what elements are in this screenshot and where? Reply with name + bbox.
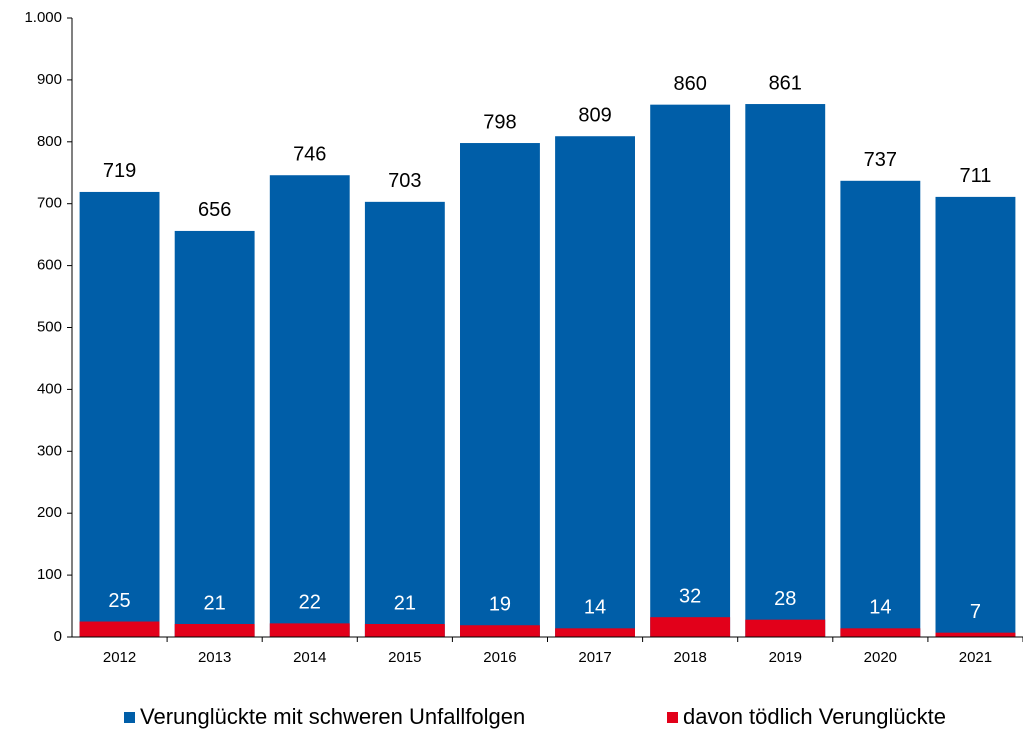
y-tick-label: 100	[37, 566, 62, 583]
data-label: 711	[960, 165, 992, 187]
data-label: 22	[299, 592, 321, 614]
bar	[650, 104, 731, 637]
data-label: 32	[679, 585, 701, 607]
bar	[555, 136, 635, 637]
legend-label: davon tödlich Verunglückte	[683, 704, 946, 729]
bar	[364, 201, 445, 637]
bar	[745, 619, 826, 637]
data-label: 703	[388, 170, 421, 192]
data-label: 21	[394, 592, 416, 614]
bar	[79, 621, 160, 637]
y-tick-label: 0	[54, 628, 62, 645]
bar	[79, 191, 160, 637]
bar	[935, 196, 1016, 638]
y-tick-label: 600	[37, 257, 62, 274]
y-tick-label: 1.000	[24, 9, 62, 26]
x-tick-label: 2019	[769, 649, 802, 666]
x-tick-label: 2015	[388, 649, 421, 666]
bar	[840, 180, 921, 637]
data-label: 14	[869, 597, 891, 619]
data-label: 860	[673, 73, 706, 95]
y-tick-label: 900	[37, 71, 62, 88]
bar	[174, 230, 255, 637]
data-label: 746	[293, 144, 326, 166]
bar	[935, 632, 1016, 637]
bar	[364, 624, 445, 637]
x-tick-label: 2017	[578, 649, 611, 666]
y-tick-label: 400	[37, 380, 62, 397]
data-label: 19	[489, 594, 511, 616]
y-tick-label: 500	[37, 318, 62, 335]
x-tick-label: 2018	[673, 649, 706, 666]
bar	[269, 623, 350, 637]
data-label: 656	[198, 199, 231, 221]
bar	[745, 104, 826, 637]
x-tick-label: 2012	[103, 649, 136, 666]
legend-swatch	[667, 712, 678, 723]
x-tick-label: 2020	[864, 649, 897, 666]
bar	[460, 625, 540, 637]
x-tick-label: 2013	[198, 649, 231, 666]
y-tick-label: 800	[37, 133, 62, 150]
x-tick-label: 2014	[293, 649, 326, 666]
legend-swatch	[124, 712, 135, 723]
data-label: 737	[864, 149, 897, 171]
bar	[460, 143, 540, 637]
data-label: 719	[103, 160, 136, 182]
bar	[555, 628, 635, 637]
data-label: 21	[204, 592, 226, 614]
y-tick-label: 200	[37, 504, 62, 521]
data-label: 7	[970, 601, 981, 623]
bar	[269, 175, 350, 637]
data-label: 861	[769, 72, 802, 94]
bar	[840, 628, 921, 637]
data-label: 25	[108, 590, 130, 612]
data-label: 28	[774, 588, 796, 610]
bar	[650, 617, 731, 637]
bar	[174, 624, 255, 637]
data-label: 809	[578, 105, 611, 127]
x-tick-label: 2021	[959, 649, 992, 666]
y-tick-label: 300	[37, 442, 62, 459]
data-label: 798	[483, 111, 516, 133]
x-tick-label: 2016	[483, 649, 516, 666]
legend-label: Verunglückte mit schweren Unfallfolgen	[140, 704, 525, 729]
y-tick-label: 700	[37, 195, 62, 212]
data-label: 14	[584, 597, 606, 619]
